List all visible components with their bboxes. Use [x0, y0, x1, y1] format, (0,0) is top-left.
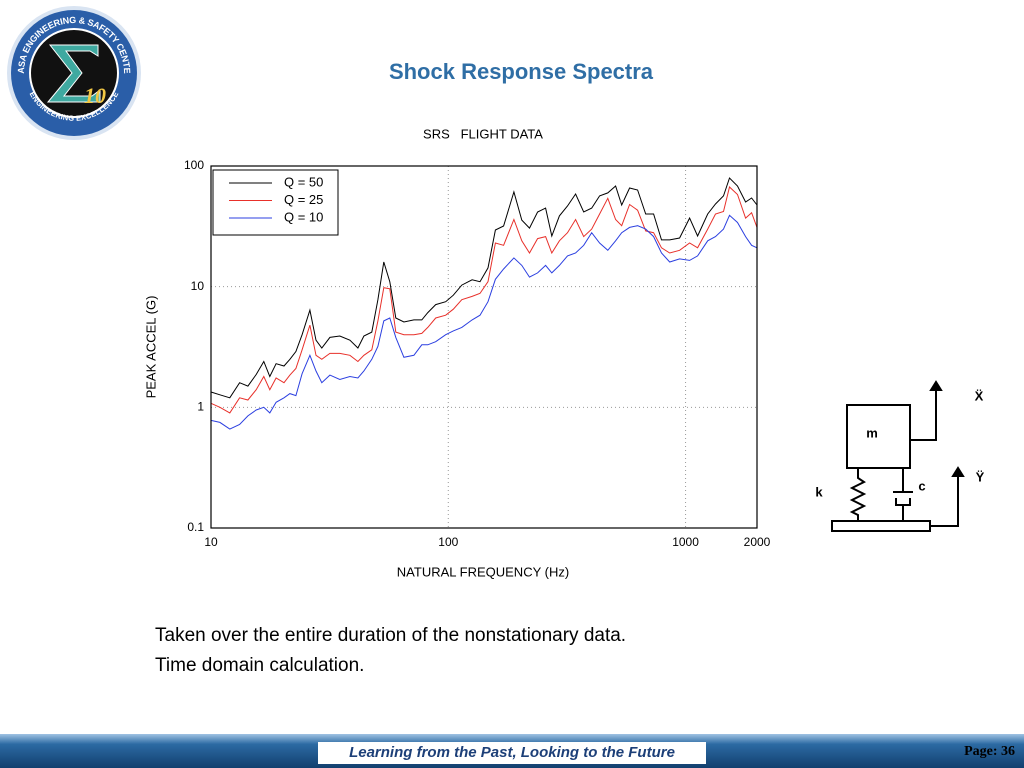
body-line: Taken over the entire duration of the no…	[155, 625, 626, 646]
damper	[893, 468, 913, 521]
logo: NASA ENGINEERING & SAFETY CENTER ENGINEE…	[0, 0, 141, 140]
legend-label: Q = 25	[284, 192, 323, 207]
y-tick-label: 0.1	[187, 520, 204, 534]
chart-title: SRS FLIGHT DATA	[423, 126, 543, 141]
x-tick-label: 10	[204, 535, 218, 549]
y-axis-label: PEAK ACCEL (G)	[143, 296, 158, 399]
chart: SRS FLIGHT DATA NATURAL FREQUENCY (Hz) P…	[143, 126, 770, 579]
x-axis-label: NATURAL FREQUENCY (Hz)	[397, 564, 569, 579]
spring-label: k	[815, 484, 823, 499]
base-accel-label: Ÿ	[976, 469, 985, 484]
mass-arrowhead	[929, 380, 943, 391]
diagram-labels: m k c Ẍ Ÿ	[815, 388, 984, 499]
sdof-diagram	[831, 380, 965, 532]
x-tick-label: 100	[438, 535, 458, 549]
spring	[849, 468, 867, 521]
page-number: Page: 36	[964, 744, 1015, 759]
y-tick-label: 1	[197, 400, 204, 414]
y-tick-label: 10	[191, 279, 205, 293]
footer-slogan: Learning from the Past, Looking to the F…	[349, 744, 675, 761]
mass-arrow	[910, 386, 937, 441]
base-plate	[831, 520, 931, 532]
logo-sigma	[46, 44, 101, 103]
legend-box	[212, 169, 339, 236]
footer-label-box	[318, 742, 706, 764]
x-tick-label: 1000	[672, 535, 699, 549]
slide-title: Shock Response Spectra	[389, 59, 654, 84]
legend-label: Q = 10	[284, 209, 323, 224]
series-line	[210, 186, 758, 414]
y-tick-label: 100	[184, 158, 204, 172]
body-line: Time domain calculation.	[155, 655, 364, 676]
plot-lines	[210, 177, 758, 430]
base-arrowhead	[951, 466, 965, 477]
series-line	[210, 214, 758, 430]
base-arrow	[930, 472, 959, 527]
logo-number: 10	[84, 83, 106, 108]
damper-label: c	[918, 478, 925, 493]
series-line	[210, 177, 758, 399]
plot-frame	[210, 165, 758, 529]
legend-label: Q = 50	[284, 174, 323, 189]
legend: Q = 50 Q = 25 Q = 10	[212, 169, 339, 236]
x-tick-label: 2000	[744, 535, 771, 549]
mass-block	[846, 404, 911, 469]
mass-accel-label: Ẍ	[975, 388, 984, 403]
mass-label: m	[866, 425, 878, 440]
